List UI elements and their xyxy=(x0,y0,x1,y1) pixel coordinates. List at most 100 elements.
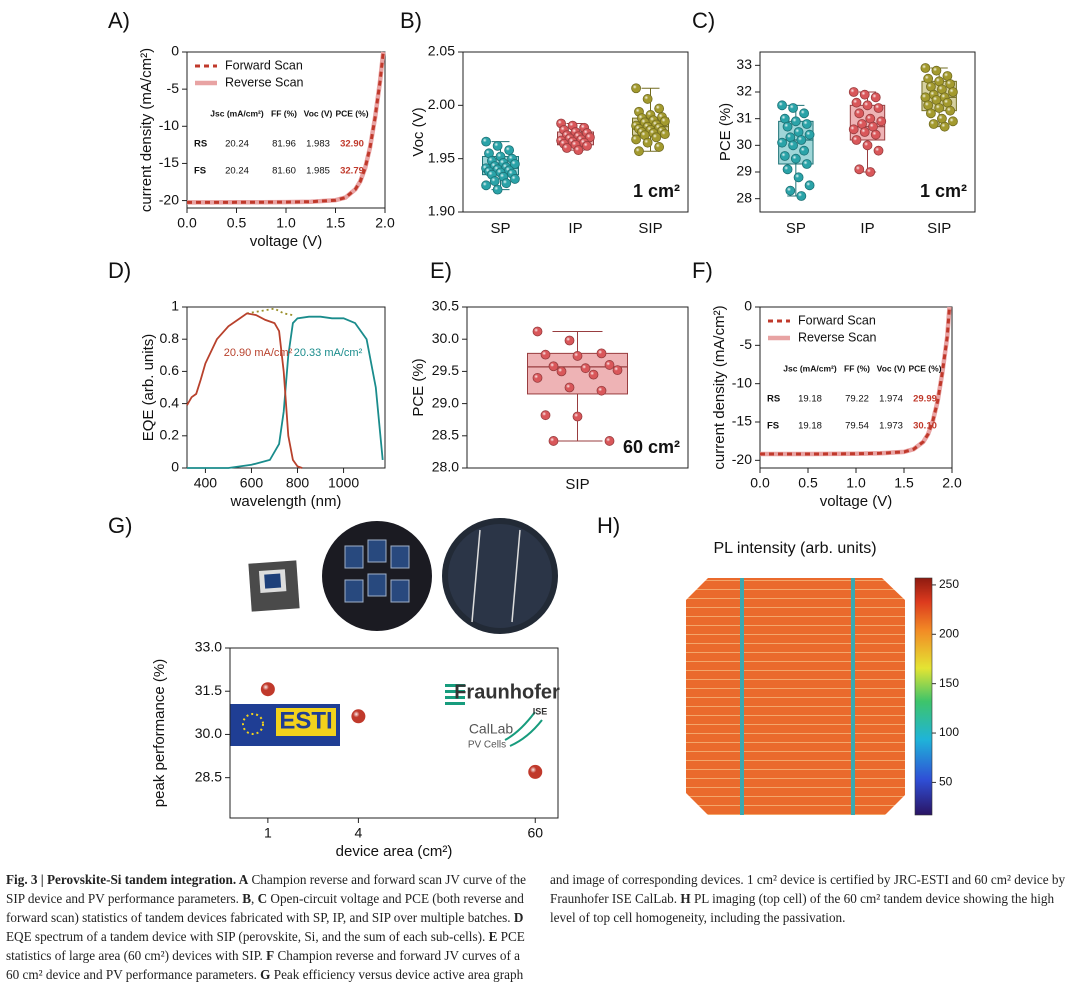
point-highlight xyxy=(565,383,574,392)
logo-text: European Solar Test Installation xyxy=(255,738,311,743)
y-tick-label: 32 xyxy=(736,83,752,99)
caption-bold: Fig. 3 | Perovskite-Si tandem integratio… xyxy=(6,872,249,887)
area-annotation: 1 cm² xyxy=(920,181,967,201)
plot-frame xyxy=(229,647,559,819)
series-line xyxy=(187,315,384,469)
x-tick-label: 1.0 xyxy=(276,215,296,231)
table-cell: 81.60 xyxy=(272,166,296,177)
x-tick-label: 1 xyxy=(264,825,272,841)
y-tick-label: 0 xyxy=(744,298,752,314)
point-highlight xyxy=(597,386,606,396)
point-highlight xyxy=(481,137,491,147)
point-highlight xyxy=(863,140,872,150)
annotation: 20.33 mA/cm² xyxy=(294,347,363,359)
colorbar-tick-label: 50 xyxy=(939,775,953,789)
point-highlight xyxy=(660,116,670,126)
point-highlight xyxy=(631,83,641,93)
table-header: FF (%) xyxy=(844,363,870,373)
point-highlight xyxy=(788,140,798,150)
point-highlight xyxy=(937,114,947,124)
point-highlight xyxy=(863,100,872,110)
point-highlight xyxy=(640,130,650,140)
x-tick-label: 1.5 xyxy=(326,215,346,231)
caption-bold: C xyxy=(257,891,268,906)
legend-label: Forward Scan xyxy=(225,58,303,72)
logo-text: PV Cells xyxy=(468,740,506,751)
point-highlight xyxy=(868,122,878,132)
point-highlight xyxy=(945,79,955,89)
point-highlight xyxy=(931,95,941,105)
x-tick-label: 600 xyxy=(240,475,264,491)
y-tick-label: 28.5 xyxy=(195,768,222,784)
point-highlight xyxy=(557,366,566,376)
table-cell: 20.24 xyxy=(225,166,249,177)
point-highlight xyxy=(849,87,859,97)
legend-label: Reverse Scan xyxy=(225,75,304,89)
y-tick-label: 30.5 xyxy=(432,298,459,314)
point-highlight xyxy=(660,129,670,139)
x-axis-label: voltage (V) xyxy=(820,493,893,510)
point-highlight xyxy=(780,151,790,161)
caption-text: EQE spectrum of a tandem device with SIP… xyxy=(6,929,489,944)
y-axis-label: EQE (arb. units) xyxy=(140,334,157,442)
x-tick-label: 1000 xyxy=(328,475,359,491)
annotation: 20.90 mA/cm² xyxy=(224,347,293,359)
panel-label: F) xyxy=(692,258,713,283)
table-cell: 32.79 xyxy=(340,166,364,177)
x-tick-label: 2.0 xyxy=(375,215,395,231)
table-cell: 1.983 xyxy=(306,139,330,150)
point-highlight xyxy=(504,145,514,155)
caption-text: Open-circuit voltage and PCE (both rever… xyxy=(6,891,524,925)
point-highlight xyxy=(654,142,664,152)
caption-bold: H xyxy=(680,891,691,906)
point-highlight xyxy=(926,108,936,118)
point-highlight xyxy=(937,84,947,94)
y-tick-label: 33.0 xyxy=(195,639,222,655)
point-highlight xyxy=(605,436,614,446)
caption-text: Champion reverse and forward JV curves o… xyxy=(6,948,520,982)
point-highlight xyxy=(573,145,583,155)
point-highlight xyxy=(651,132,661,142)
y-tick-label: -5 xyxy=(740,336,753,352)
point-highlight xyxy=(929,119,939,129)
point-highlight xyxy=(785,186,795,196)
y-tick-label: 29 xyxy=(736,163,752,179)
x-tick-label: 60 xyxy=(527,825,543,841)
point-highlight xyxy=(783,122,793,132)
y-tick-label: -5 xyxy=(167,80,180,96)
y-tick-label: 28.5 xyxy=(432,427,459,443)
point-highlight xyxy=(860,127,870,137)
series-line xyxy=(760,306,951,456)
y-tick-label: 0 xyxy=(171,459,179,475)
table-header: Jsc (mA/cm²) xyxy=(210,108,264,118)
point-highlight xyxy=(794,127,804,137)
colorbar-tick-label: 250 xyxy=(939,577,959,591)
y-tick-label: 29.5 xyxy=(432,362,459,378)
x-axis-label: device area (cm²) xyxy=(336,843,453,860)
point-highlight xyxy=(493,185,503,195)
x-tick-label: 4 xyxy=(355,825,363,841)
caption-bold: E xyxy=(488,929,498,944)
x-tick-label: SP xyxy=(490,220,510,237)
x-tick-label: 1.5 xyxy=(894,475,914,491)
point-highlight xyxy=(796,191,806,201)
area-annotation: 1 cm² xyxy=(633,181,680,201)
y-tick-label: 0.4 xyxy=(160,394,180,410)
y-tick-label: 28.0 xyxy=(432,459,459,475)
x-tick-label: 0.5 xyxy=(798,475,818,491)
panel-label: D) xyxy=(108,258,131,283)
point-highlight xyxy=(865,114,875,124)
x-tick-label: IP xyxy=(568,220,582,237)
point-highlight xyxy=(799,146,809,156)
point-highlight xyxy=(533,326,542,336)
point-highlight xyxy=(791,116,801,126)
table-cell: 79.22 xyxy=(845,394,869,405)
plot-frame xyxy=(186,306,386,469)
caption-text: Peak efficiency versus device active are… xyxy=(270,872,1066,982)
y-tick-label: 2.00 xyxy=(428,96,455,112)
colorbar-tick-label: 100 xyxy=(939,725,959,739)
caption-bold: B xyxy=(242,891,251,906)
x-axis-label: wavelength (nm) xyxy=(230,493,342,510)
chart-title: PL intensity (arb. units) xyxy=(713,540,876,557)
